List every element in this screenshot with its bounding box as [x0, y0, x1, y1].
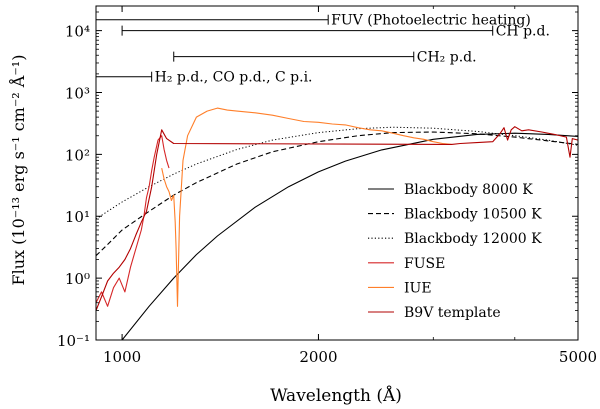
legend-item-5: B9V template: [368, 305, 501, 321]
annotation-label-3: H₂ p.d., CO p.d., C p.i.: [155, 70, 313, 86]
annotation-label-2: CH₂ p.d.: [417, 50, 477, 66]
x-axis-label: Wavelength (Å): [270, 385, 402, 406]
annotation-layer: FUV (Photoelectric heating)CH p.d. CH₂ p.…: [95, 13, 550, 86]
legend-label-0: Blackbody 8000 K: [404, 182, 533, 198]
annotation-2: CH₂ p.d.: [173, 50, 477, 66]
legend-label-4: IUE: [404, 280, 432, 296]
y-tick-label-4: 10³: [65, 84, 90, 102]
y-axis-label: Flux (10⁻¹³ erg s⁻¹ cm⁻² Å⁻¹): [8, 55, 28, 286]
y-tick-label-0: 10⁻¹: [57, 332, 90, 350]
series-line-4: [161, 107, 452, 307]
y-tick-label-5: 10⁴: [65, 23, 90, 41]
series-layer: [96, 107, 578, 340]
series-line-2: [96, 126, 578, 220]
plot-area: [96, 6, 578, 340]
legend-item-2: Blackbody 12000 K: [368, 231, 542, 247]
legend-item-4: IUE: [368, 280, 432, 296]
legend-label-1: Blackbody 10500 K: [404, 207, 542, 223]
annotation-label-1: CH p.d.: [496, 24, 550, 40]
y-tick-label-1: 10⁰: [65, 270, 90, 288]
x-tick-label-0: 1000: [103, 348, 141, 366]
plot-background: [96, 6, 578, 340]
y-tick-label-2: 10¹: [65, 208, 90, 226]
x-tick-label-2: 5000: [559, 348, 597, 366]
legend-label-5: B9V template: [404, 305, 501, 321]
annotation-1: CH p.d.: [121, 24, 550, 40]
annotation-label-0: FUV (Photoelectric heating): [331, 13, 531, 29]
legend-label-2: Blackbody 12000 K: [404, 231, 542, 247]
y-tick-label-3: 10²: [65, 146, 90, 164]
legend-item-1: Blackbody 10500 K: [368, 207, 542, 223]
x-tick-label-1: 2000: [299, 348, 337, 366]
series-line-1: [96, 131, 578, 257]
legend-item-0: Blackbody 8000 K: [368, 182, 533, 198]
series-line-5: [96, 126, 578, 311]
legend-label-3: FUSE: [404, 256, 445, 272]
legend-item-3: FUSE: [368, 256, 445, 272]
axes-layer: 1000 2000 5000 10⁻¹ 10⁰ 10¹ 10² 10³ 10⁴: [57, 5, 597, 366]
legend: Blackbody 8000 K Blackbody 10500 K Blackbo…: [368, 182, 542, 321]
